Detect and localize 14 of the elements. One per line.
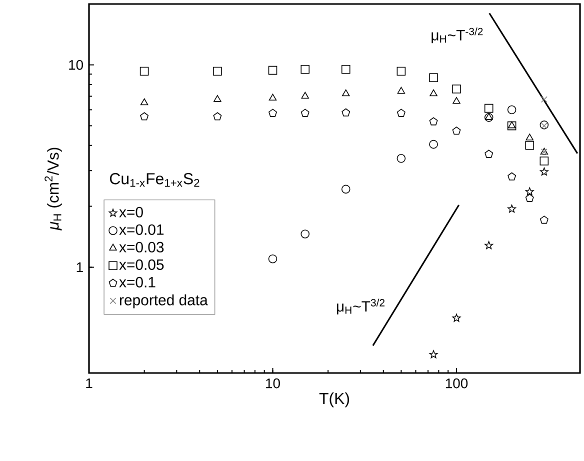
legend-label: x=0.05: [119, 259, 164, 270]
x-tick-label: 10: [266, 378, 280, 388]
y-axis-title: μ$_{H}$ (cm$^{2}$/Vs): [44, 148, 62, 230]
legend-label: x=0: [119, 206, 143, 218]
x-axis-title: T(K): [319, 392, 349, 408]
legend-label: x=0.03: [119, 242, 164, 252]
annotation: μ$_{H}$~T$^{3/2}$: [336, 298, 384, 314]
x-tick-label: 1: [86, 378, 92, 388]
legend-label: x=0.01: [119, 224, 164, 235]
x-tick-label: 100: [446, 378, 468, 388]
annotation: μ$_{H}$~T$^{-3/2}$: [432, 28, 483, 44]
legend-label: x=0.1: [119, 276, 156, 288]
legend-label: reported data: [120, 294, 208, 308]
legend-title: Cu$_{1-x}$Fe$_{1+x}$S$_{2}$: [110, 173, 200, 187]
